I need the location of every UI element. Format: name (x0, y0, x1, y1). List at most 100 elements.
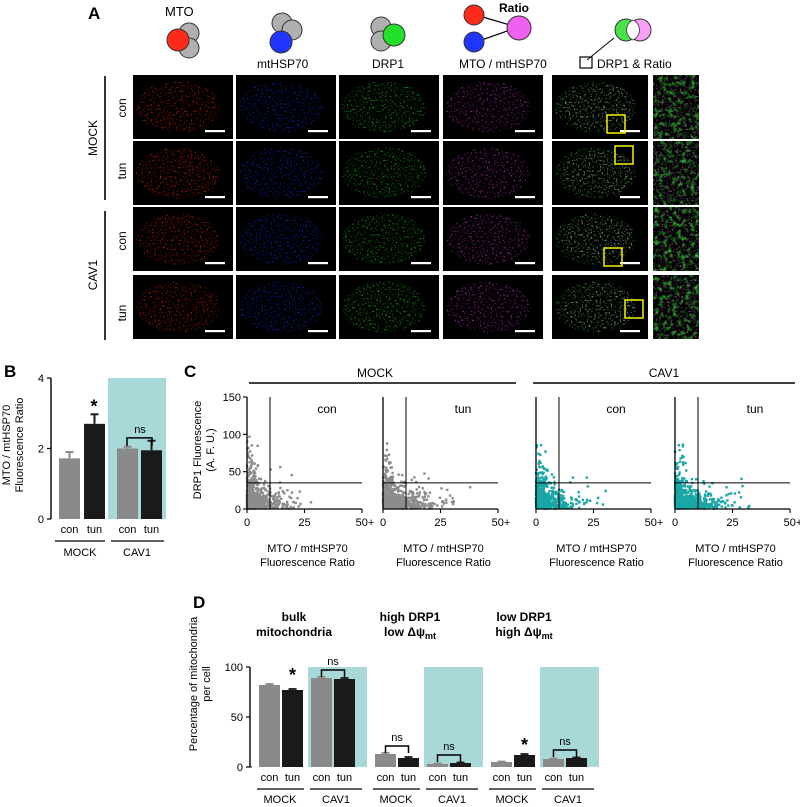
zoom-region-box (603, 247, 623, 267)
d-group-cav1: CAV1 (322, 794, 350, 806)
scatter-point (545, 504, 549, 507)
scatter-point (252, 484, 255, 487)
scatter-point (688, 485, 691, 488)
scatter-point (451, 502, 455, 506)
scatter-point (540, 489, 543, 493)
scatter-point (398, 500, 402, 503)
scatter-point (730, 492, 733, 495)
scatter-point (558, 503, 561, 506)
micrograph-r3-c4 (552, 275, 648, 339)
scatter-point (676, 507, 679, 510)
scatter-point (697, 502, 700, 506)
scatter-point (396, 493, 399, 496)
scatter-point (681, 484, 685, 488)
scatter-point (698, 502, 702, 506)
scatter-point (395, 499, 398, 503)
c-xtick-label: 0 (244, 517, 250, 529)
scatter-point (249, 491, 253, 494)
scatter-point (389, 486, 392, 490)
scatter-point (392, 482, 395, 485)
scatter-point (296, 496, 299, 500)
scatter-point (384, 459, 387, 462)
scatter-point (383, 500, 386, 504)
scatter-point (677, 486, 680, 489)
scatter-point (542, 499, 546, 502)
scatter-point (393, 504, 397, 507)
scale-bar (620, 262, 640, 265)
scatter-point (559, 499, 562, 502)
scatter-point (551, 504, 554, 507)
d-subset-title-line2: mitochondria (256, 625, 332, 639)
scatter-point (539, 499, 542, 502)
scatter-point (553, 480, 556, 484)
scatter-point (297, 505, 301, 508)
scatter-point (264, 494, 267, 498)
c-condition-label: con (606, 402, 625, 416)
scatter-point (387, 461, 391, 464)
scatter-point (412, 491, 415, 495)
scatter-point (248, 497, 251, 501)
scatter-point (709, 494, 713, 497)
scatter-point (678, 448, 681, 452)
scatter-point (402, 485, 405, 488)
scatter-point (544, 484, 548, 488)
scatter-point (535, 495, 539, 498)
micrograph-r2-c3 (443, 207, 543, 271)
scatter-point (675, 467, 679, 471)
scatter-point (577, 495, 581, 498)
scatter-point (388, 489, 392, 493)
scale-bar (411, 330, 431, 333)
scatter-point (446, 488, 449, 492)
micrograph-r1-c5 (653, 141, 699, 205)
scatter-point (408, 505, 412, 508)
scatter-point (555, 506, 559, 509)
scatter-point (388, 477, 392, 480)
scatter-point (273, 499, 276, 502)
scatter-point (547, 505, 550, 509)
scatter-point (689, 489, 692, 492)
scatter-point (689, 505, 692, 509)
scatter-point (294, 501, 297, 504)
scatter-point (428, 491, 432, 494)
scatter-point (384, 506, 388, 509)
c-xtick-label: 25 (298, 517, 310, 529)
d-cav1-highlight (424, 667, 483, 767)
c-xtick-label: 25 (726, 517, 738, 529)
scatter-point (707, 506, 711, 509)
scatter-point (697, 497, 700, 500)
micrograph-grid (133, 75, 699, 339)
scatter-point (563, 502, 567, 506)
d-category-label: tun (569, 772, 584, 784)
scatter-point (384, 475, 387, 478)
scatter-point (685, 506, 688, 510)
scatter-point (410, 478, 414, 482)
scatter-point (391, 502, 394, 505)
scatter-point (285, 500, 289, 504)
scatter-point (703, 502, 706, 506)
scatter-point (552, 476, 556, 479)
b-category-label: con (61, 524, 79, 536)
scatter-point (539, 483, 542, 486)
scatter-point (259, 500, 263, 503)
scatter-point (261, 486, 264, 490)
scatter-point (385, 466, 388, 469)
scatter-point (679, 489, 682, 493)
scatter-point (383, 473, 387, 476)
b-bar-2 (117, 448, 138, 519)
scatter-point (539, 493, 543, 496)
scatter-point (586, 485, 589, 488)
scatter-point (249, 466, 252, 470)
column-header-ratio: MTO / mtHSP70 (459, 57, 547, 71)
scatter-point (542, 483, 546, 486)
scatter-point (401, 493, 405, 496)
scatter-point (678, 480, 681, 483)
scatter-point (538, 506, 542, 510)
mthsp70-schematic-icon (269, 12, 303, 54)
scatter-point (539, 497, 543, 500)
scatter-point (251, 475, 255, 478)
c-xlabel: MTO / mtHSP70 Fluorescence Ratio (260, 543, 355, 569)
scatter-point (545, 498, 548, 502)
scatter-point (247, 454, 250, 457)
